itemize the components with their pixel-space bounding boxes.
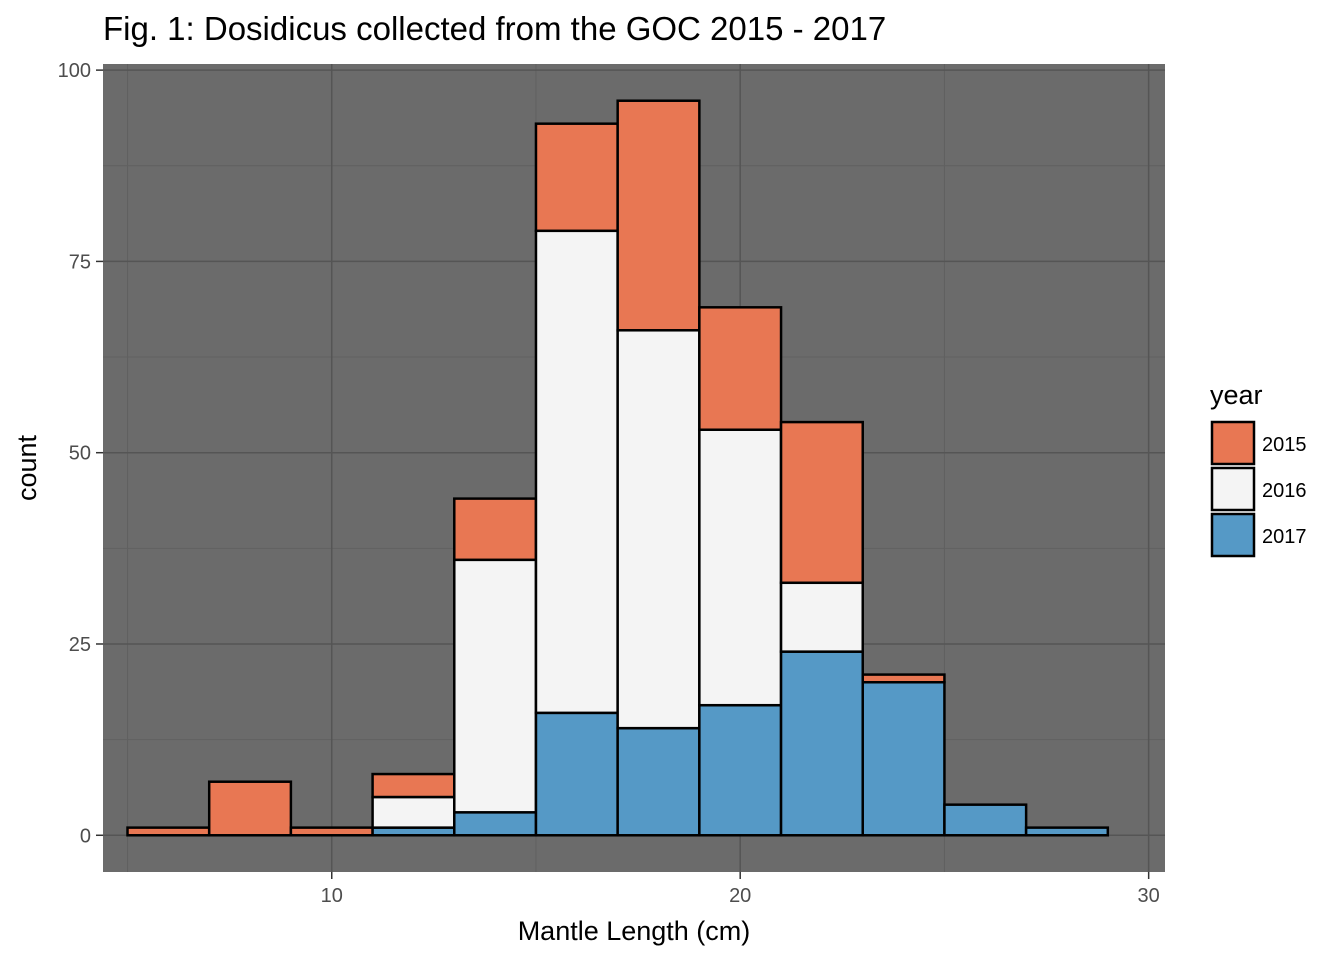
bar-2015-bin-15: [534, 122, 619, 233]
bar-2015-bin-11: [371, 772, 456, 799]
bar-2015-bin-17: [616, 99, 701, 332]
legend: year 2015 2016 2017: [1210, 380, 1307, 558]
bar-2016-bin-11: [371, 795, 456, 829]
bar-2016-bin-15: [534, 229, 619, 715]
y-tick-label: 100: [58, 60, 91, 82]
y-axis: 0 25 50 75 100: [58, 60, 103, 847]
x-tick-label: 10: [321, 885, 343, 907]
legend-swatch-2015: [1210, 420, 1256, 466]
bar-2015-bin-19: [698, 306, 783, 431]
legend-swatch-2017: [1210, 512, 1256, 558]
y-tick-label: 25: [69, 634, 91, 656]
x-tick-label: 30: [1138, 885, 1160, 907]
legend-label-2015: 2015: [1262, 434, 1307, 456]
bar-2017-bin-17: [616, 726, 701, 837]
bar-2015-bin-23: [861, 673, 946, 684]
bar-2017-bin-23: [861, 680, 946, 837]
legend-label-2016: 2016: [1262, 480, 1307, 502]
bar-2016-bin-21: [779, 581, 864, 653]
legend-title: year: [1210, 380, 1263, 410]
bar-2015-bin-9: [289, 826, 374, 837]
bar-2017-bin-19: [698, 703, 783, 837]
bar-2015-bin-7: [207, 780, 293, 837]
bar-2015-bin-13: [453, 497, 538, 562]
y-tick-label: 50: [69, 443, 91, 465]
bar-2016-bin-13: [453, 558, 538, 814]
bar-2017-bin-27: [1024, 826, 1110, 837]
y-tick-label: 75: [69, 251, 91, 273]
bar-2017-bin-25: [943, 803, 1028, 837]
x-axis: 10 20 30: [321, 872, 1160, 907]
bar-2017-bin-15: [534, 711, 619, 837]
bar-2017-bin-13: [453, 811, 538, 837]
bar-2016-bin-17: [616, 329, 701, 730]
y-axis-label: count: [12, 434, 42, 501]
bar-2015-bin-5: [126, 826, 211, 837]
legend-swatch-2016: [1210, 466, 1256, 512]
legend-label-2017: 2017: [1262, 526, 1307, 548]
bar-2017-bin-21: [779, 650, 864, 837]
x-tick-label: 20: [729, 885, 751, 907]
histogram-bars: [126, 99, 1110, 837]
bar-2016-bin-19: [698, 428, 783, 707]
y-tick-label: 0: [80, 825, 91, 847]
chart-title: Fig. 1: Dosidicus collected from the GOC…: [103, 10, 886, 47]
x-axis-label: Mantle Length (cm): [518, 916, 751, 946]
bar-2015-bin-21: [779, 420, 864, 585]
